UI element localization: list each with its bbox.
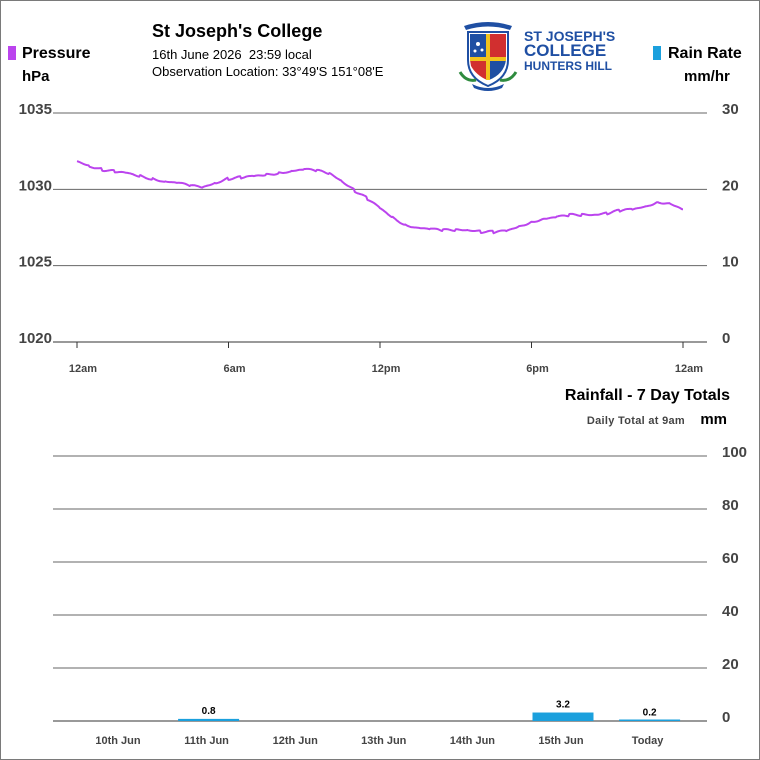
rain-rate-y-tick-label: 0 <box>722 330 730 347</box>
pressure-y-tick-label: 1020 <box>19 330 52 347</box>
rainfall-bar-label: 0.8 <box>202 706 216 717</box>
rainfall-bar <box>178 718 240 721</box>
college-crest-icon <box>458 22 518 91</box>
pressure-x-tick-label: 6am <box>223 363 245 375</box>
pressure-y-tick-label: 1035 <box>19 101 52 118</box>
rainfall-unit-label: mm <box>700 411 727 428</box>
station-title: St Joseph's College <box>152 21 323 41</box>
rainfall-x-tick-label: 11th Jun <box>184 735 229 747</box>
rain-rate-legend-label: Rain Rate <box>668 45 742 62</box>
pressure-x-tick-label: 6pm <box>526 363 549 375</box>
rainfall-bar-label: 3.2 <box>556 700 570 711</box>
rainfall-bar-label: 0.2 <box>643 707 657 718</box>
rainfall-x-tick-label: 10th Jun <box>95 735 141 747</box>
rainfall-y-tick-label: 20 <box>722 656 739 673</box>
pressure-legend-label: Pressure <box>22 45 91 62</box>
rain-rate-y-tick-label: 10 <box>722 254 739 271</box>
rain-rate-legend-swatch <box>653 46 661 60</box>
observation-location: Observation Location: 33°49'S 151°08'E <box>152 64 384 79</box>
rainfall-section-subtitle: Daily Total at 9am <box>586 415 685 427</box>
rainfall-y-tick-label: 60 <box>722 550 739 567</box>
pressure-x-tick-label: 12pm <box>372 363 401 375</box>
logo-text-line3: HUNTERS HILL <box>524 59 612 73</box>
observation-datetime: 16th June 2026 23:59 local <box>152 47 312 62</box>
pressure-unit-label: hPa <box>22 68 50 85</box>
pressure-x-tick-label: 12am <box>675 363 703 375</box>
rainfall-x-tick-label: 14th Jun <box>450 735 496 747</box>
logo-text-line2: COLLEGE <box>524 41 607 60</box>
college-logo: ST JOSEPH'S COLLEGE HUNTERS HILL <box>458 20 618 92</box>
rainfall-section-title: Rainfall - 7 Day Totals <box>564 387 730 404</box>
pressure-x-tick-label: 12am <box>69 363 97 375</box>
rainfall-y-tick-label: 40 <box>722 603 739 620</box>
pressure-chart: 1035 1030 1025 1020 30 20 10 0 12am 6am 12pm 6pm 12a… <box>19 101 739 375</box>
pressure-legend-swatch <box>8 46 16 60</box>
rainfall-y-tick-label: 100 <box>722 444 747 461</box>
rainfall-y-tick-label: 80 <box>722 497 739 514</box>
rainfall-x-tick-label: Today <box>632 735 664 747</box>
rain-rate-unit-label: mm/hr <box>684 68 730 85</box>
rainfall-bar <box>532 712 594 721</box>
rainfall-bar <box>619 719 681 721</box>
pressure-series-line <box>76 160 683 235</box>
rainfall-y-tick-label: 0 <box>722 709 730 726</box>
rain-rate-y-tick-label: 20 <box>722 177 739 194</box>
rainfall-x-tick-label: 15th Jun <box>538 735 584 747</box>
pressure-y-tick-label: 1025 <box>19 254 52 271</box>
pressure-y-tick-label: 1030 <box>19 177 52 194</box>
rain-rate-y-tick-label: 30 <box>722 101 739 118</box>
logo-text-line1: ST JOSEPH'S <box>524 28 616 44</box>
rainfall-x-tick-label: 13th Jun <box>361 735 407 747</box>
rainfall-x-tick-label: 12th Jun <box>273 735 319 747</box>
